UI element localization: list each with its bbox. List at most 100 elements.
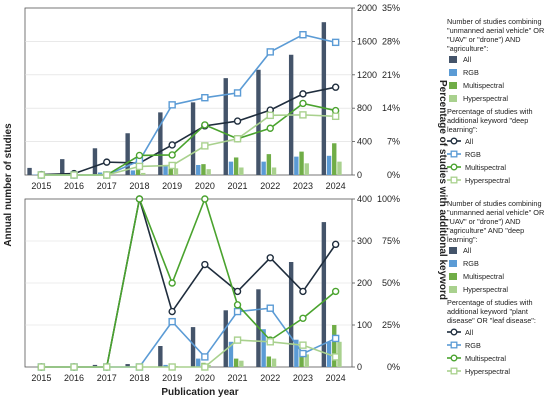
bar-all-2023 xyxy=(288,262,294,367)
x-tick-label: 2021 xyxy=(228,373,248,383)
point-multispectral-2018 xyxy=(135,151,144,160)
bar-rgb-2021 xyxy=(228,161,234,175)
x-tick-label: 2018 xyxy=(129,373,149,383)
bar-hyperspectral-2024 xyxy=(337,161,342,175)
x-tick-label: 2017 xyxy=(97,373,117,383)
point-all-2017 xyxy=(103,158,111,166)
legend-swatch-rgb xyxy=(449,69,457,76)
point-hyperspectral-2024 xyxy=(331,353,340,361)
point-hyperspectral-2018 xyxy=(135,363,144,371)
x-tick-label: 2022 xyxy=(260,181,280,191)
y-tick-label-right: 25% xyxy=(382,320,400,330)
bar-all-2021 xyxy=(223,78,228,175)
bar-all-2020 xyxy=(190,102,196,175)
point-multispectral-2023 xyxy=(299,99,307,108)
point-all-2020 xyxy=(201,260,209,269)
point-multispectral-2019 xyxy=(168,279,176,287)
bar-multispectral-2021 xyxy=(233,358,239,367)
point-hyperspectral-2022 xyxy=(266,338,274,346)
point-hyperspectral-2017 xyxy=(103,171,111,179)
legend-swatch-all xyxy=(449,247,457,254)
bar-all-2022 xyxy=(256,69,261,175)
point-all-2024 xyxy=(331,83,340,91)
legend-marker-hyperspectral xyxy=(450,176,458,184)
point-rgb-2020 xyxy=(201,353,209,361)
legend-marker-all xyxy=(450,328,458,336)
line-all xyxy=(41,86,336,176)
point-rgb-2023 xyxy=(299,31,307,39)
legend-title: "unmanned aerial vehicle" OR xyxy=(447,26,544,35)
x-tick-label: 2022 xyxy=(260,373,280,383)
y-axis-label-right: Percentage of studies with additional ke… xyxy=(437,80,448,300)
legend-title: "agriculture" AND "deep xyxy=(447,226,524,235)
bar-all-2019 xyxy=(158,112,163,175)
legend-swatch-multispectral xyxy=(449,273,457,280)
x-tick-label: 2024 xyxy=(326,181,346,191)
point-rgb-2022 xyxy=(266,48,274,56)
legend-swatch-hyperspectral xyxy=(449,95,457,102)
point-rgb-2019 xyxy=(168,317,176,326)
bar-multispectral-2024 xyxy=(332,143,337,175)
bar-hyperspectral-2022 xyxy=(271,358,277,367)
y-tick-label-left: 1200 xyxy=(357,70,377,80)
point-multispectral-2022 xyxy=(266,124,274,132)
x-tick-label: 2016 xyxy=(64,373,84,383)
legend-item: RGB xyxy=(465,341,481,350)
legend-item: Hyperspectral xyxy=(465,367,510,376)
legend-item: RGB xyxy=(463,68,479,77)
y-tick-label-left: 100 xyxy=(357,320,372,330)
legend-title: "agriculture": xyxy=(447,44,488,53)
point-multispectral-2020 xyxy=(201,195,209,203)
point-multispectral-2024 xyxy=(331,287,340,296)
bar-hyperspectral-2020 xyxy=(206,169,211,175)
point-hyperspectral-2019 xyxy=(168,363,176,371)
line-hyperspectral xyxy=(41,339,336,368)
bar-multispectral-2023 xyxy=(299,350,304,367)
point-hyperspectral-2023 xyxy=(299,111,307,119)
legend-item: All xyxy=(465,328,473,337)
legend-item: All xyxy=(463,246,471,255)
y-tick-label-right: 35% xyxy=(382,3,400,13)
legend-item: Multispectral xyxy=(463,272,504,281)
legend-marker-hyperspectral xyxy=(450,367,458,375)
y-tick-label-right: 0% xyxy=(387,362,400,372)
bar-hyperspectral-2022 xyxy=(271,167,277,175)
x-tick-label: 2018 xyxy=(129,181,149,191)
legend-title: "unmanned aerial vehicle" OR xyxy=(447,208,544,217)
legend-title: "UAV" or "drone") AND xyxy=(447,35,521,44)
chart-panel-2: 0 100 200 300 400 0% 25% 50% 75% 100% 2015 2016 2017… xyxy=(24,194,544,383)
point-hyperspectral-2024 xyxy=(331,112,340,121)
point-rgb-2019 xyxy=(168,101,176,109)
point-all-2022 xyxy=(266,254,274,262)
legend-item: RGB xyxy=(463,259,479,268)
y-tick-label-right: 21% xyxy=(382,70,400,80)
bar-all-2017 xyxy=(92,148,98,175)
y-axis-label-left: Annual number of studies xyxy=(3,123,14,247)
bar-all-2021 xyxy=(223,310,228,367)
point-rgb-2024 xyxy=(331,334,340,343)
y-tick-label-right: 0% xyxy=(387,170,400,180)
point-all-2021 xyxy=(233,117,242,125)
y-tick-label-left: 300 xyxy=(357,236,372,246)
bar-rgb-2021 xyxy=(228,341,234,367)
legend-title: Number of studies combining xyxy=(447,17,542,26)
x-tick-label: 2020 xyxy=(195,181,215,191)
bar-all-2024 xyxy=(321,22,327,175)
point-rgb-2022 xyxy=(266,304,274,312)
legend-item: Hyperspectral xyxy=(463,94,508,103)
plot-frame xyxy=(24,7,353,176)
legend-marker-multispectral xyxy=(450,163,458,171)
bar-rgb-2020 xyxy=(196,358,201,367)
y-tick-label-right: 28% xyxy=(382,36,400,46)
point-hyperspectral-2016 xyxy=(70,171,78,179)
legend-item: Hyperspectral xyxy=(465,176,510,185)
bar-all-2020 xyxy=(190,327,196,367)
point-all-2019 xyxy=(168,307,176,316)
legend-title: additional keyword "deep xyxy=(447,116,528,125)
legend-title: disease" OR "leaf disease": xyxy=(447,316,536,325)
x-tick-label: 2019 xyxy=(162,181,182,191)
bar-all-2018 xyxy=(125,364,130,367)
legend-swatch-all xyxy=(449,56,457,63)
legend-swatch-hyperspectral xyxy=(449,286,457,293)
point-all-2021 xyxy=(233,287,242,296)
